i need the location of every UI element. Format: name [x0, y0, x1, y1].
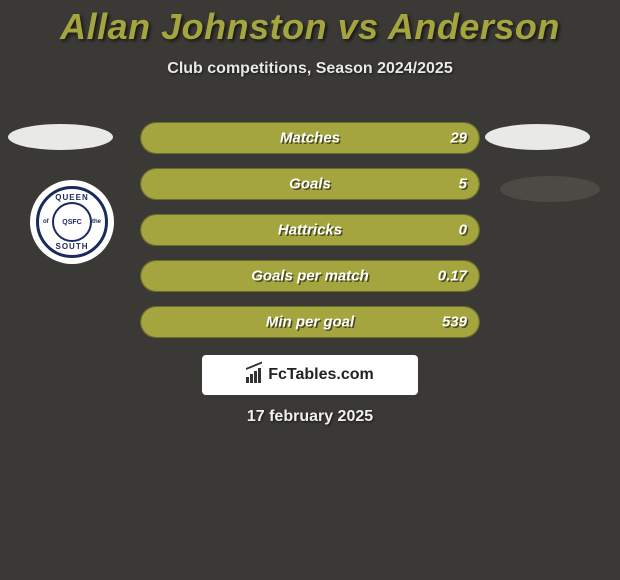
stat-label: Goals: [289, 176, 331, 193]
date-label: 17 february 2025: [0, 408, 620, 426]
player-left-crest: QUEEN SOUTH of the QSFC: [30, 180, 114, 264]
stat-bar-min-per-goal: Min per goal 539: [140, 306, 480, 338]
crest-text-top: QUEEN: [55, 193, 88, 202]
stat-value: 0: [459, 222, 467, 239]
crest-text-right: the: [92, 219, 101, 225]
stat-value: 539: [442, 314, 467, 331]
stat-value: 29: [450, 130, 467, 147]
stat-label: Min per goal: [266, 314, 354, 331]
stat-label: Goals per match: [251, 268, 369, 285]
page-title: Allan Johnston vs Anderson: [0, 0, 620, 48]
stats-bars: Matches 29 Goals 5 Hattricks 0 Goals per…: [140, 122, 480, 352]
crest-text-bottom: SOUTH: [56, 242, 89, 251]
crest-inner: QSFC: [52, 202, 92, 242]
player-right-badge-ellipse-2: [500, 176, 600, 202]
player-right-badge-ellipse-1: [485, 124, 590, 150]
crest-text-left: of: [43, 219, 49, 225]
player-left-badge-ellipse: [8, 124, 113, 150]
stat-bar-matches: Matches 29: [140, 122, 480, 154]
chart-icon: [246, 367, 264, 383]
branding-badge: FcTables.com: [202, 355, 418, 395]
stat-bar-goals: Goals 5: [140, 168, 480, 200]
stat-label: Hattricks: [278, 222, 342, 239]
stat-value: 0.17: [438, 268, 467, 285]
stat-bar-goals-per-match: Goals per match 0.17: [140, 260, 480, 292]
subtitle: Club competitions, Season 2024/2025: [0, 60, 620, 78]
stat-bar-hattricks: Hattricks 0: [140, 214, 480, 246]
stat-label: Matches: [280, 130, 340, 147]
stat-value: 5: [459, 176, 467, 193]
branding-text: FcTables.com: [268, 366, 374, 384]
club-crest-queen-of-the-south: QUEEN SOUTH of the QSFC: [36, 186, 108, 258]
